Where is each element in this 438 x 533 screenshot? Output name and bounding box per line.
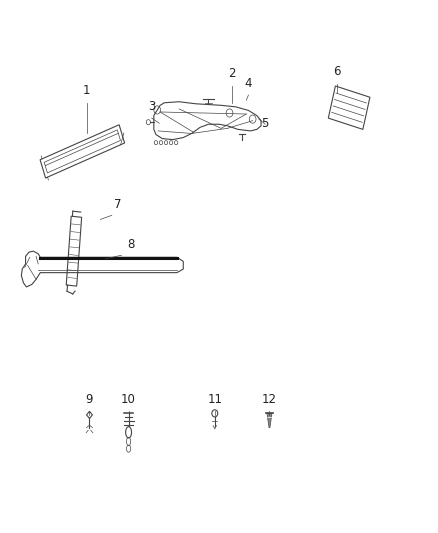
Text: 6: 6 [333,65,340,78]
Text: 5: 5 [261,117,269,131]
Text: 4: 4 [245,77,252,90]
Text: 2: 2 [228,67,235,80]
Text: 3: 3 [148,100,155,113]
Text: 1: 1 [83,84,90,96]
Text: 11: 11 [207,393,223,406]
Text: 9: 9 [86,393,93,406]
Text: 7: 7 [114,198,122,211]
Text: 8: 8 [127,238,134,251]
Polygon shape [267,414,272,427]
Text: 12: 12 [262,393,277,406]
Text: 10: 10 [121,393,136,406]
